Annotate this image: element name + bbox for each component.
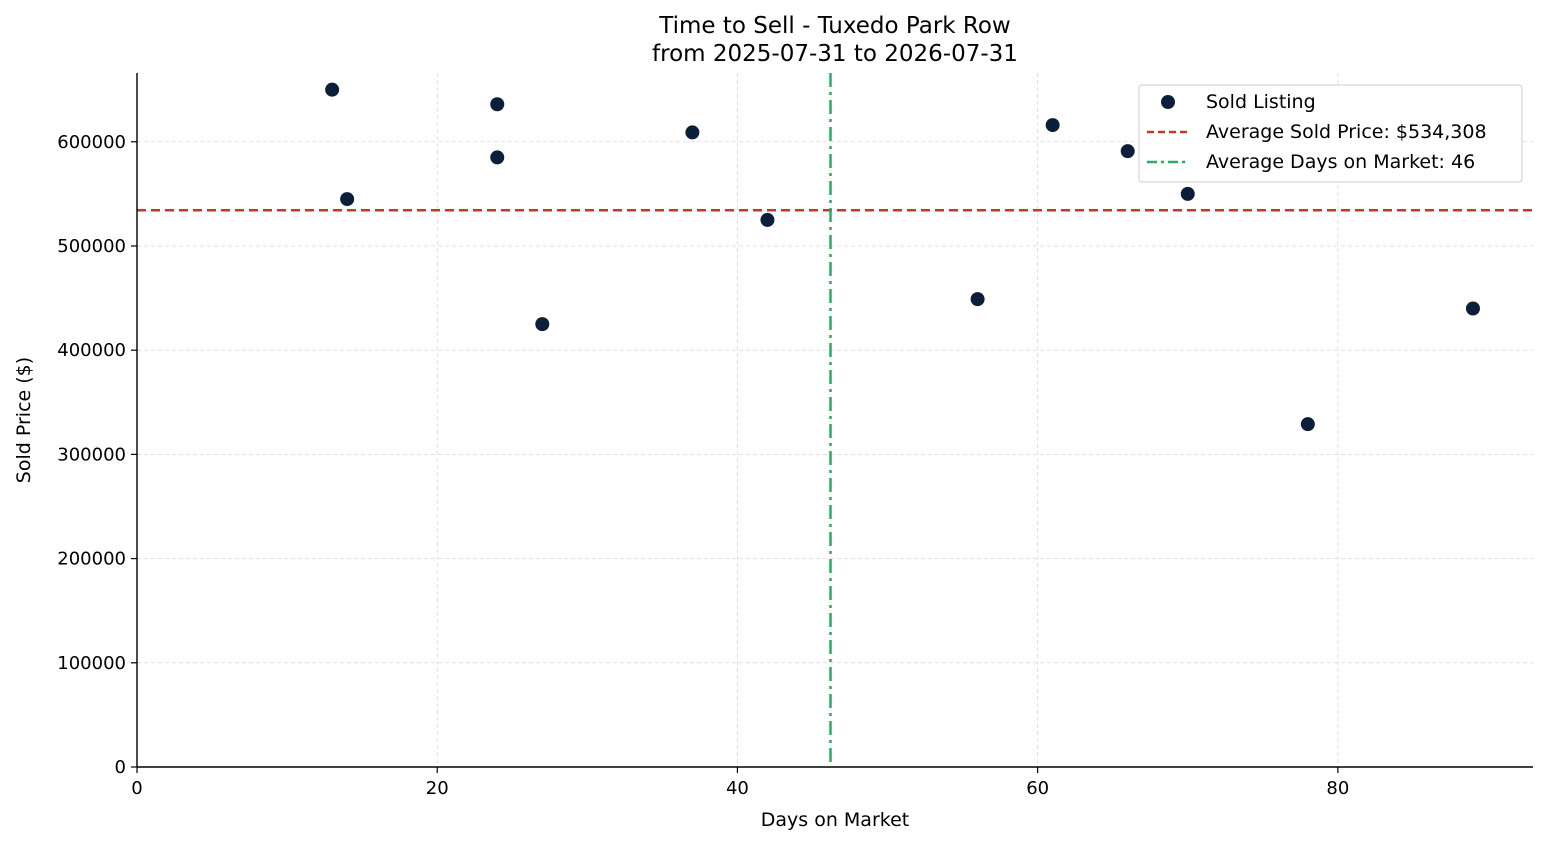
- y-tick-label: 200000: [57, 549, 126, 570]
- data-point: [340, 192, 355, 207]
- x-tick-label: 80: [1326, 778, 1349, 799]
- legend: Sold Listing Average Sold Price: $534,30…: [1138, 84, 1523, 183]
- data-point: [1300, 417, 1315, 432]
- data-point: [1465, 301, 1480, 316]
- x-tick-label: 60: [1026, 778, 1049, 799]
- reference-lines: [137, 73, 1533, 767]
- chart-title: Time to Sell - Tuxedo Park Row: [658, 13, 1010, 39]
- data-point: [1045, 118, 1060, 133]
- x-tick-label: 0: [131, 778, 142, 799]
- data-point: [490, 97, 505, 112]
- data-points: [325, 82, 1480, 432]
- tick-labels: 0 20 40 60 80 0 100000 200000 300000 400000 500000…: [57, 132, 1349, 799]
- y-tick-label: 400000: [57, 340, 126, 361]
- y-tick-label: 0: [115, 757, 126, 778]
- data-point: [760, 212, 775, 227]
- data-point: [1180, 186, 1195, 201]
- legend-label-average-days-on-market: Average Days on Market: 46: [1206, 151, 1475, 173]
- x-axis-label: Days on Market: [761, 809, 909, 831]
- data-point: [970, 292, 985, 307]
- legend-marker-sold-listing: [1161, 95, 1175, 109]
- data-point: [535, 317, 550, 332]
- data-point: [490, 150, 505, 165]
- legend-label-average-sold-price: Average Sold Price: $534,308: [1206, 121, 1487, 143]
- y-tick-label: 300000: [57, 444, 126, 465]
- y-axis-label: Sold Price ($): [13, 357, 35, 483]
- y-tick-label: 100000: [57, 653, 126, 674]
- y-tick-label: 600000: [57, 132, 126, 153]
- data-point: [685, 125, 700, 140]
- data-point: [1120, 144, 1135, 159]
- chart-subtitle: from 2025-07-31 to 2026-07-31: [652, 41, 1018, 67]
- data-point: [325, 82, 340, 97]
- x-tick-label: 20: [426, 778, 449, 799]
- legend-label-sold-listing: Sold Listing: [1206, 91, 1316, 113]
- x-tick-label: 40: [726, 778, 749, 799]
- y-tick-label: 500000: [57, 236, 126, 257]
- legend-frame: [1138, 84, 1523, 183]
- axes: [131, 73, 1533, 773]
